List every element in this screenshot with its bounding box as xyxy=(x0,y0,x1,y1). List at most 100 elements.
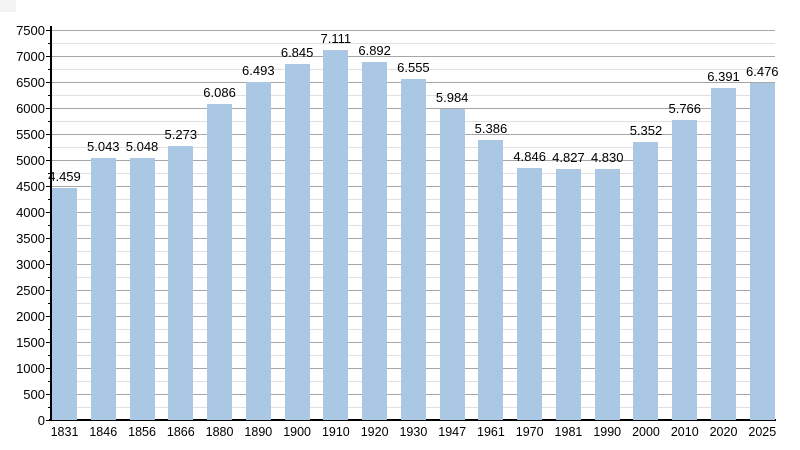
minor-gridline xyxy=(52,43,775,44)
y-tick-label: 7000 xyxy=(16,48,45,64)
x-tick-label: 1856 xyxy=(128,425,156,439)
y-tick-label: 3000 xyxy=(16,256,45,272)
bar xyxy=(478,139,504,420)
bar-column-1880: 6.086 1880 xyxy=(203,30,236,438)
bar xyxy=(362,61,388,420)
x-tick-label: 1970 xyxy=(515,425,544,439)
bar-value-label: 6.892 xyxy=(358,42,391,58)
bar-column-2000: 5.352 2000 xyxy=(630,30,663,438)
bar-value-label: 7.111 xyxy=(320,31,352,47)
y-major-tick xyxy=(46,419,52,421)
y-major-tick xyxy=(46,29,52,31)
bar xyxy=(400,79,426,420)
bar-series: 4.459 1831 5.043 1846 5.048 1856 5.273 1866 6.08… xyxy=(48,30,779,438)
bar-column-1910: 7.111 1910 xyxy=(321,30,352,438)
y-minor-tick xyxy=(48,380,52,382)
bar-value-label: 6.391 xyxy=(707,68,740,84)
y-major-tick xyxy=(46,289,52,291)
y-major-tick xyxy=(46,367,52,369)
y-minor-tick xyxy=(48,146,52,148)
x-tick-label: 1866 xyxy=(166,425,195,439)
minor-gridline xyxy=(52,69,775,70)
y-tick-label: 6500 xyxy=(16,74,45,90)
bar xyxy=(168,145,194,420)
x-tick-label: 1920 xyxy=(360,425,389,439)
bar xyxy=(594,168,620,420)
major-gridline xyxy=(52,30,775,31)
bar-column-1831: 4.459 1831 xyxy=(48,30,81,438)
x-tick-label: 2020 xyxy=(709,425,738,439)
bar xyxy=(633,141,659,420)
x-tick-label: 1846 xyxy=(89,425,118,439)
y-minor-tick xyxy=(48,198,52,200)
corner-artifact xyxy=(0,0,16,12)
x-tick-label: 1880 xyxy=(205,425,234,439)
y-minor-tick xyxy=(48,406,52,408)
bar-column-1930: 6.555 1930 xyxy=(397,30,430,438)
y-major-tick xyxy=(46,107,52,109)
y-tick-label: 6000 xyxy=(16,100,45,116)
x-tick-label: 1890 xyxy=(244,425,273,439)
bar-value-label: 4.827 xyxy=(552,150,585,165)
bar-value-label: 4.459 xyxy=(48,169,81,185)
y-tick-label: 5500 xyxy=(16,126,45,142)
bar-column-1856: 5.048 1856 xyxy=(126,30,159,438)
x-axis-line xyxy=(49,419,776,421)
y-tick-label: 4000 xyxy=(16,204,45,220)
y-tick-label: 4500 xyxy=(16,178,45,194)
bar xyxy=(90,157,116,420)
bar xyxy=(323,50,349,420)
bar-value-label: 5.766 xyxy=(668,101,702,117)
y-minor-tick xyxy=(48,172,52,174)
bar-column-1846: 5.043 1846 xyxy=(87,30,120,438)
bar xyxy=(245,82,271,420)
bar-value-label: 5.043 xyxy=(86,138,120,154)
bar xyxy=(207,103,233,420)
bar-value-label: 6.086 xyxy=(203,84,236,100)
y-minor-tick xyxy=(48,302,52,304)
y-tick-label: 1000 xyxy=(16,360,45,376)
y-major-tick xyxy=(46,81,52,83)
y-minor-tick xyxy=(48,328,52,330)
x-tick-label: 1930 xyxy=(399,425,428,439)
y-minor-tick xyxy=(48,354,52,356)
bar-value-label: 6.845 xyxy=(280,45,314,61)
major-gridline xyxy=(52,56,775,57)
bar-column-1947: 5.984 1947 xyxy=(436,30,469,438)
y-major-tick xyxy=(46,133,52,135)
bar xyxy=(52,188,77,420)
bar-value-label: 6.476 xyxy=(746,64,779,80)
y-tick-label: 1500 xyxy=(16,334,45,350)
bar-column-2010: 5.766 2010 xyxy=(668,30,701,438)
bar-column-2025: 6.476 2025 xyxy=(746,30,779,438)
y-minor-tick xyxy=(48,120,52,122)
y-major-tick xyxy=(46,237,52,239)
bar-column-1890: 6.493 1890 xyxy=(242,30,275,438)
y-tick-label: 7500 xyxy=(16,22,45,38)
bar xyxy=(672,120,698,420)
bar xyxy=(129,157,155,420)
x-tick-label: 1961 xyxy=(477,425,505,439)
x-tick-label: 1910 xyxy=(321,425,350,439)
y-major-tick xyxy=(46,185,52,187)
y-tick-label: 2500 xyxy=(16,282,45,298)
bar-value-label: 5.386 xyxy=(474,120,508,136)
bar-column-1990: 4.830 1990 xyxy=(591,30,624,438)
y-tick-label: 0 xyxy=(37,412,45,428)
bar-column-1961: 5.386 1961 xyxy=(475,30,508,438)
bar-value-label: 6.493 xyxy=(242,63,275,79)
x-tick-label: 1981 xyxy=(554,425,583,439)
bar xyxy=(555,169,581,420)
y-tick-label: 500 xyxy=(23,386,45,402)
bar-value-label: 4.846 xyxy=(513,149,546,165)
bar xyxy=(517,168,543,420)
x-tick-label: 1947 xyxy=(438,425,467,439)
y-axis-line xyxy=(50,26,52,420)
plot-area: 4.459 1831 5.043 1846 5.048 1856 5.273 1866 6.08… xyxy=(48,30,779,438)
bar-column-2020: 6.391 2020 xyxy=(707,30,740,438)
y-major-tick xyxy=(46,393,52,395)
y-major-tick xyxy=(46,55,52,57)
y-tick-label: 5000 xyxy=(16,152,45,168)
y-tick-label: 3500 xyxy=(16,230,45,246)
